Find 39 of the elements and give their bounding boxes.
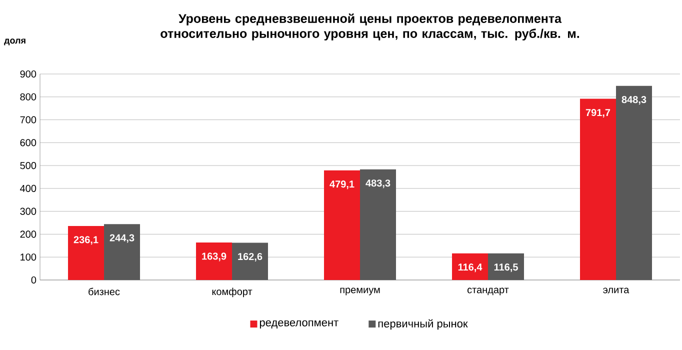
data-label: 244,3 — [110, 234, 134, 243]
bar — [104, 224, 140, 280]
bar — [452, 253, 488, 280]
x-tick-label: бизнес — [88, 288, 120, 296]
x-tick-label: премиум — [340, 288, 380, 296]
data-label: 236,1 — [74, 236, 98, 245]
bar — [488, 253, 524, 280]
bar — [360, 169, 396, 280]
y-tick-label: 100 — [20, 254, 36, 261]
y-axis-title: доля — [4, 38, 26, 46]
legend-label: первичный рынок — [378, 319, 468, 330]
data-label: 116,5 — [494, 264, 518, 272]
bar — [616, 86, 652, 280]
y-tick-label: 800 — [20, 93, 36, 100]
data-label: 163,9 — [202, 252, 226, 262]
data-label: 483,3 — [366, 180, 390, 188]
chart-title: Уровень средневзвешенной цены проектов редевелопмента относительно рыночного уровня цен, по классам, тыс. руб./кв. м. — [160, 14, 580, 40]
y-tick-label: 200 — [20, 230, 36, 238]
data-label: 479,1 — [330, 180, 354, 190]
bar — [324, 170, 360, 280]
x-tick-label: стандарт — [467, 288, 509, 296]
x-tick-label: комфорт — [212, 288, 252, 298]
data-label: 116,4 — [458, 264, 482, 272]
data-label: 791,7 — [586, 108, 610, 118]
y-tick-label: 700 — [20, 116, 36, 124]
y-tick-label: 900 — [20, 70, 36, 78]
bar — [580, 98, 616, 280]
y-tick-label: 0 — [31, 276, 36, 284]
x-tick-label: элита — [603, 288, 630, 294]
data-label: 162,6 — [238, 252, 262, 262]
y-tick-label: 600 — [20, 139, 36, 146]
y-tick-label: 500 — [20, 162, 36, 170]
bar — [232, 242, 268, 280]
data-label: 848,3 — [622, 96, 646, 105]
y-tick-label: 400 — [20, 184, 36, 192]
bar — [196, 242, 232, 280]
y-tick-label: 300 — [20, 208, 36, 215]
bar — [68, 226, 104, 280]
legend-label: редевелопмент — [260, 320, 338, 329]
